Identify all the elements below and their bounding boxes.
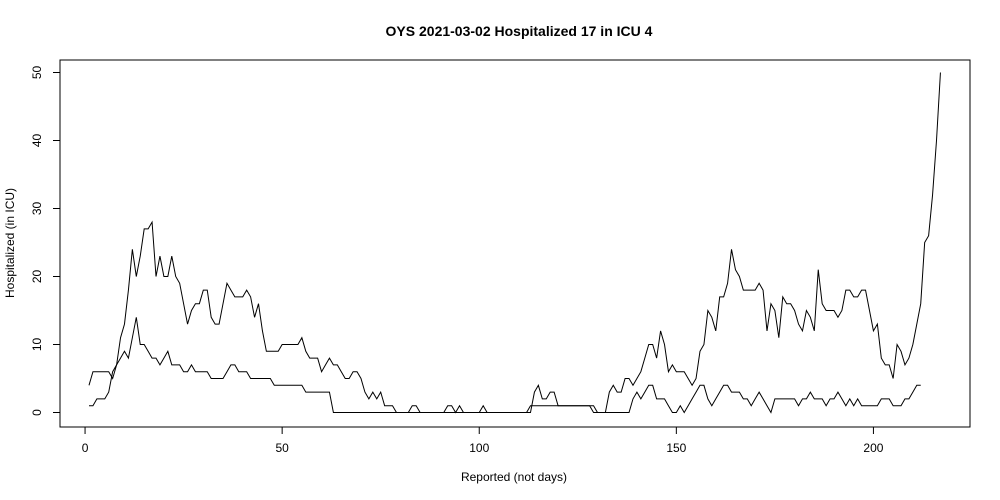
series-group <box>88 72 941 414</box>
y-tick-label: 20 <box>30 270 44 284</box>
y-tick-label: 30 <box>30 202 44 216</box>
y-axis-label: Hospitalized (in ICU) <box>3 188 17 298</box>
chart-title: OYS 2021-03-02 Hospitalized 17 in ICU 4 <box>386 23 653 39</box>
series-line-2 <box>89 317 921 414</box>
y-tick-label: 10 <box>30 338 44 352</box>
x-axis: 0 50 100 150 200 <box>82 426 884 455</box>
x-axis-label: Reported (not days) <box>461 470 567 484</box>
x-tick-label: 50 <box>275 441 289 455</box>
x-tick-label: 0 <box>82 441 89 455</box>
x-tick-label: 150 <box>666 441 686 455</box>
x-tick-label: 200 <box>863 441 883 455</box>
y-axis: 0 10 20 30 40 50 <box>30 66 61 416</box>
y-tick-label: 40 <box>30 134 44 148</box>
series-line-1 <box>88 72 941 414</box>
y-tick-label: 0 <box>30 409 44 416</box>
x-tick-label: 100 <box>469 441 489 455</box>
y-tick-label: 50 <box>30 66 44 80</box>
